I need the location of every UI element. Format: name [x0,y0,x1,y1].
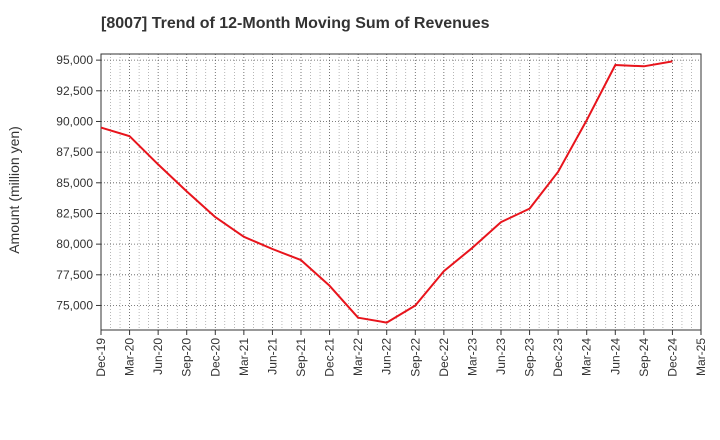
x-tick-label: Jun-23 [494,338,508,375]
y-tick-label: 87,500 [56,145,93,159]
x-axis-ticks: Dec-19 Mar-20 Jun-20 Sep-20 Dec-20 Mar-21 Jun-… [94,330,708,377]
series-line [100,60,673,324]
x-tick-label: Sep-24 [637,338,651,377]
x-tick-label: Mar-22 [351,338,365,376]
x-tick-label: Mar-24 [580,338,594,376]
x-tick-label: Sep-21 [294,338,308,377]
x-tick-label: Jun-24 [608,338,622,375]
x-tick-label: Dec-19 [94,338,108,377]
y-tick-label: 95,000 [56,53,93,67]
y-tick-label: 85,000 [56,176,93,190]
x-tick-label: Sep-22 [408,338,422,377]
x-tick-label: Mar-20 [123,338,137,376]
y-tick-label: 92,500 [56,84,93,98]
y-tick-label: 90,000 [56,114,93,128]
x-tick-label: Jun-21 [265,338,279,375]
y-tick-label: 80,000 [56,237,93,251]
x-tick-label: Jun-20 [151,338,165,375]
y-tick-label: 77,500 [56,268,93,282]
x-tick-label: Sep-23 [523,338,537,377]
grid-lines [101,54,701,330]
x-tick-label: Dec-23 [551,338,565,377]
x-tick-label: Mar-25 [694,338,708,376]
chart-title: [8007] Trend of 12-Month Moving Sum of R… [101,15,490,32]
series-layer [100,60,673,324]
x-tick-label: Dec-21 [323,338,337,377]
y-tick-label: 75,000 [56,298,93,312]
x-tick-label: Mar-23 [465,338,479,376]
plot-frame [100,53,702,331]
x-tick-label: Sep-20 [180,338,194,377]
x-tick-label: Dec-24 [665,338,679,377]
x-tick-label: Dec-22 [437,338,451,377]
x-tick-label: Jun-22 [380,338,394,375]
y-axis-label: Amount (million yen) [6,126,22,254]
y-axis-ticks: 75,000 77,500 80,000 82,500 85,000 87,500 90,0… [56,53,101,312]
y-tick-label: 82,500 [56,206,93,220]
x-tick-label: Dec-20 [208,338,222,377]
x-tick-label: Mar-21 [237,338,251,376]
